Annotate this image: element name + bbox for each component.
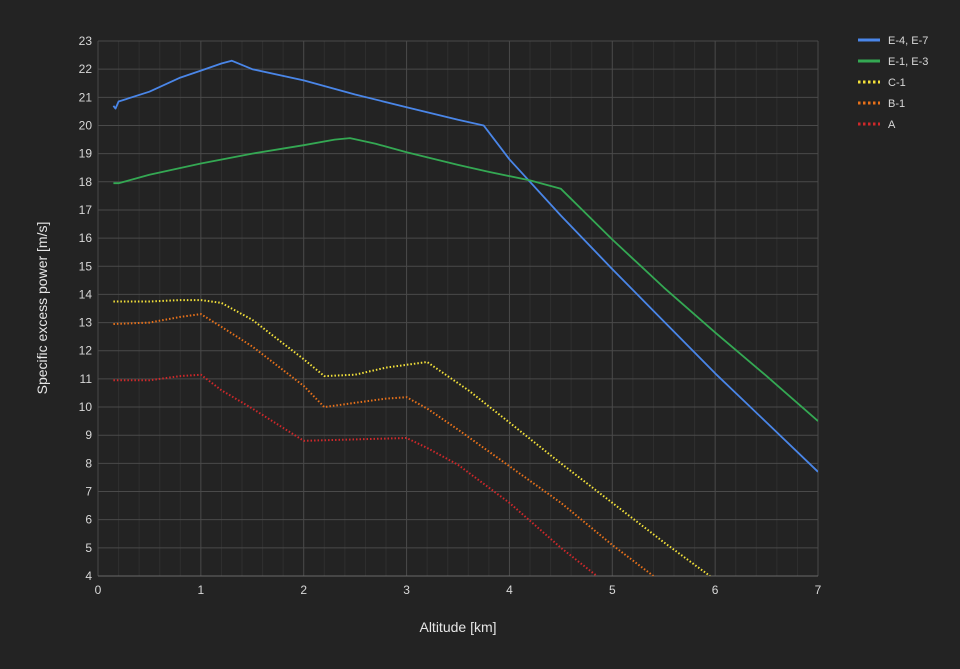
x-tick-label: 6 xyxy=(712,583,719,597)
legend-label: E-1, E-3 xyxy=(888,56,928,68)
legend-label: A xyxy=(888,119,896,131)
x-tick-label: 7 xyxy=(815,583,822,597)
y-tick-label: 11 xyxy=(80,372,93,386)
y-tick-label: 7 xyxy=(85,485,92,499)
y-tick-label: 15 xyxy=(79,259,93,273)
legend-label: C-1 xyxy=(888,77,906,89)
legend: E-4, E-7 E-1, E-3 C-1 B-1 A xyxy=(858,35,928,131)
y-tick-label: 16 xyxy=(79,231,93,245)
legend-label: B-1 xyxy=(888,98,905,110)
series-line-b-1 xyxy=(113,313,655,576)
x-tick-label: 5 xyxy=(609,583,616,597)
x-tick-label: 2 xyxy=(300,583,307,597)
y-tick-label: 20 xyxy=(79,118,93,132)
legend-label: E-4, E-7 xyxy=(888,35,928,47)
series-line-c-1 xyxy=(113,299,711,576)
x-tick-label: 1 xyxy=(198,583,205,597)
y-tick-label: 5 xyxy=(85,541,92,555)
series-line-e-1-e-3 xyxy=(113,137,818,422)
series-line-a xyxy=(113,373,598,576)
y-tick-label: 6 xyxy=(85,513,92,527)
x-axis-label: Altitude [km] xyxy=(419,619,496,635)
y-tick-label: 17 xyxy=(79,203,93,217)
y-tick-label: 19 xyxy=(79,147,93,161)
series-line-e-4-e-7 xyxy=(112,59,818,473)
grid xyxy=(97,40,819,577)
y-tick-label: 23 xyxy=(79,34,93,48)
x-tick-label: 0 xyxy=(95,583,102,597)
y-tick-label: 14 xyxy=(79,287,93,301)
y-tick-label: 8 xyxy=(85,456,92,470)
x-tick-label: 4 xyxy=(506,583,513,597)
y-tick-label: 22 xyxy=(79,62,93,76)
y-axis-ticks: 4 5 6 7 8 9 10 11 12 13 14 15 16 17 18 19 20 21 22 23 xyxy=(79,34,93,583)
y-axis-label: Specific excess power [m/s] xyxy=(34,222,50,395)
y-tick-label: 12 xyxy=(79,344,93,358)
y-tick-label: 9 xyxy=(85,428,92,442)
x-axis-ticks: 0 1 2 3 4 5 6 7 xyxy=(95,583,822,597)
y-tick-label: 10 xyxy=(79,400,93,414)
x-tick-label: 3 xyxy=(403,583,410,597)
series-layer xyxy=(112,59,818,576)
y-tick-label: 21 xyxy=(79,90,93,104)
y-tick-label: 13 xyxy=(79,316,93,330)
y-tick-label: 18 xyxy=(79,175,93,189)
y-tick-label: 4 xyxy=(85,569,92,583)
